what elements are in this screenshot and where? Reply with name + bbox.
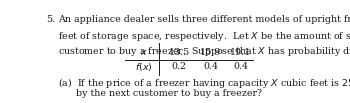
Text: 0.4: 0.4 <box>203 62 218 71</box>
Text: 19.1: 19.1 <box>230 48 251 57</box>
Text: 0.2: 0.2 <box>172 62 187 71</box>
Text: feet of storage space, respectively.  Let $X$ be the amount of storage space pur: feet of storage space, respectively. Let… <box>58 30 350 43</box>
Text: $x$: $x$ <box>140 48 148 57</box>
Text: by the next customer to buy a freezer?: by the next customer to buy a freezer? <box>58 89 262 98</box>
Text: 15.9: 15.9 <box>200 48 221 57</box>
Text: customer to buy a freezer.  Suppose that $X$ has probability distribution given : customer to buy a freezer. Suppose that … <box>58 45 350 58</box>
Text: 13.5: 13.5 <box>169 48 190 57</box>
Text: (a)  If the price of a freezer having capacity $X$ cubic feet is $25X - 8.5$, wh: (a) If the price of a freezer having cap… <box>58 76 350 90</box>
Text: An appliance dealer sells three different models of upright freezers having 13.5: An appliance dealer sells three differen… <box>58 15 350 24</box>
Text: $f(x)$: $f(x)$ <box>135 61 153 73</box>
Text: 0.4: 0.4 <box>233 62 248 71</box>
Text: 5.: 5. <box>47 15 56 24</box>
